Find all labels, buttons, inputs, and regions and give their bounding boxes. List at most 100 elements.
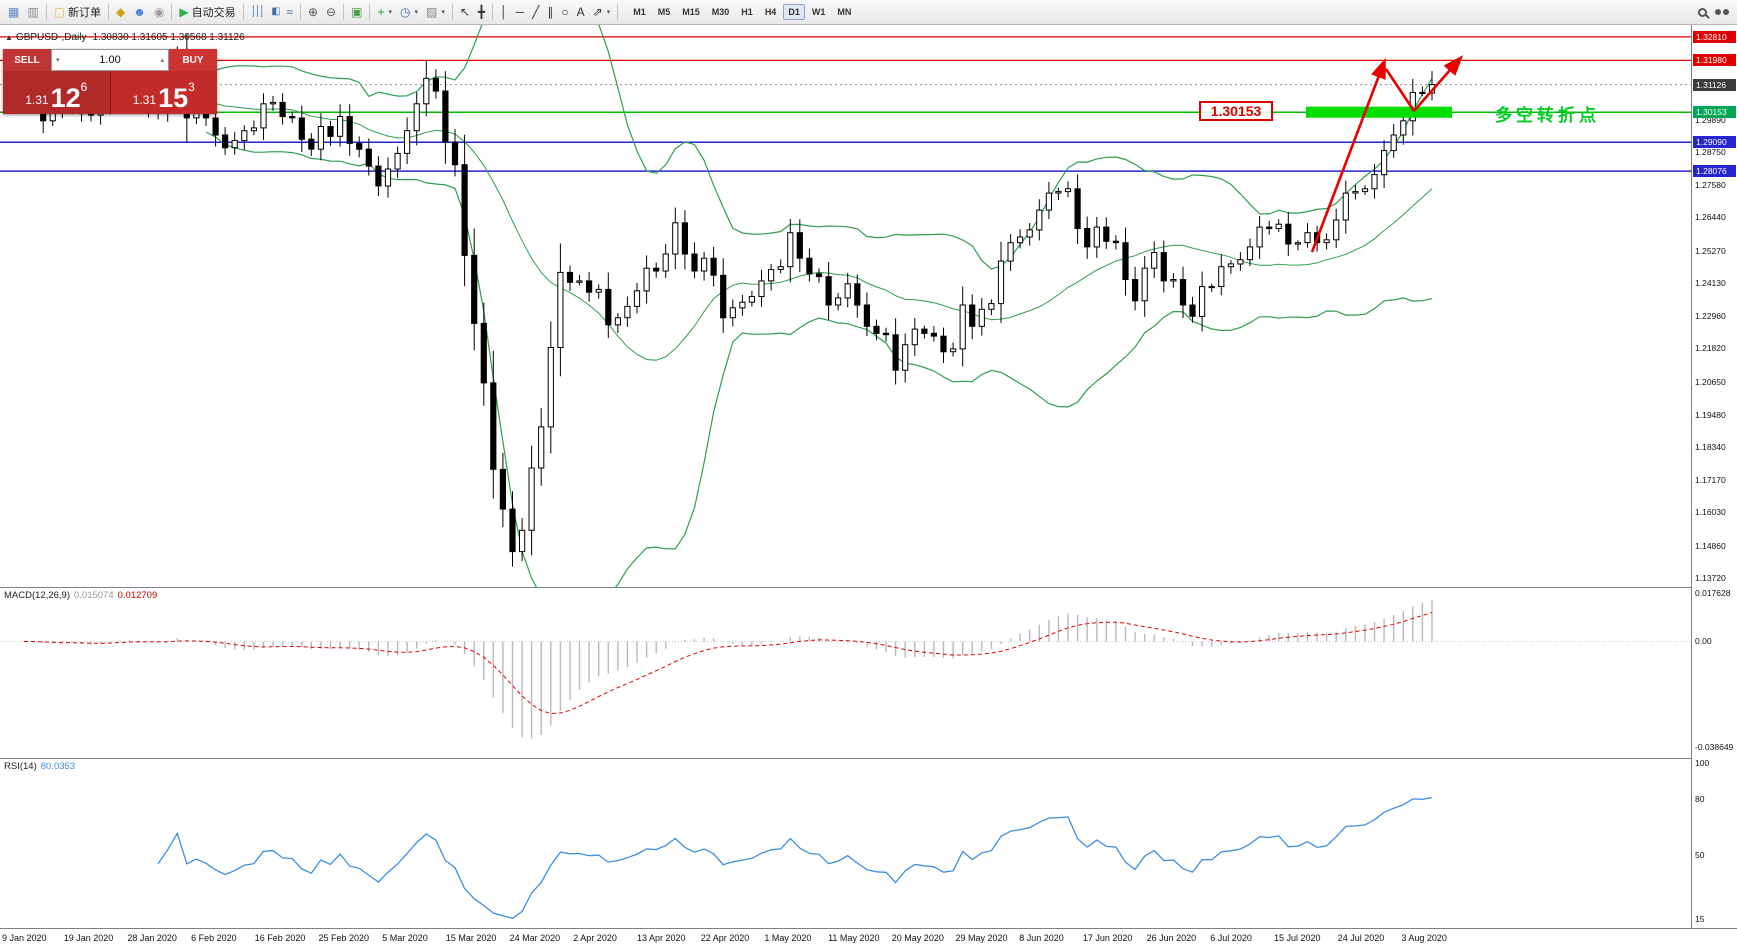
time-label: 16 Feb 2020 bbox=[254, 933, 306, 943]
community-icon[interactable]: ☻ bbox=[133, 5, 146, 19]
buy-price[interactable]: 1.31 15 3 bbox=[109, 71, 217, 114]
price-tick: 1.26440 bbox=[1695, 212, 1726, 223]
indicators-button[interactable]: + ▾ bbox=[377, 5, 392, 19]
timeframe-h4[interactable]: H4 bbox=[764, 7, 777, 17]
price-badge: 1.30153 bbox=[1693, 106, 1736, 119]
time-axis: 9 Jan 2020 19 Jan 2020 28 Jan 2020 6 Feb 20… bbox=[0, 928, 1737, 950]
oneclick-toggle-icon[interactable]: ▲ bbox=[5, 33, 13, 42]
price-tick: 0.017628 bbox=[1695, 588, 1731, 599]
main-chart-panel[interactable]: ▲ GBPUSD-,Daily 1.30830 1.31605 1.30568 1.… bbox=[0, 25, 1691, 587]
time-label: 15 Jul 2020 bbox=[1274, 933, 1321, 943]
timeframe-w1[interactable]: W1 bbox=[811, 7, 826, 17]
time-label: 5 Mar 2020 bbox=[382, 933, 428, 943]
macd-label: MACD(12,26,9) 0.015074 0.012709 bbox=[4, 590, 158, 601]
volume-input[interactable]: ▾ 1.00 ▴ bbox=[51, 49, 169, 71]
templates-button[interactable]: ▨ ▾ bbox=[425, 5, 445, 19]
toolbar-separator bbox=[171, 4, 173, 20]
candlestick-chart-icon[interactable]: ▮▯ bbox=[271, 6, 280, 17]
toolbar-separator bbox=[451, 4, 453, 20]
price-badge: 1.29090 bbox=[1693, 136, 1736, 149]
timeframe-m15[interactable]: M15 bbox=[682, 7, 700, 17]
toolbar-separator bbox=[343, 4, 345, 20]
toolbar-separator bbox=[45, 4, 47, 20]
search-symbol-icon[interactable] bbox=[1694, 2, 1711, 23]
timeframe-h1[interactable]: H1 bbox=[741, 7, 753, 17]
price-tick: 100 bbox=[1695, 757, 1710, 768]
vertical-line-icon[interactable]: │ bbox=[500, 5, 508, 19]
profile-icon[interactable]: ▥ bbox=[27, 5, 39, 19]
turning-point-annotation[interactable]: 多空转折点 bbox=[1495, 106, 1600, 125]
sell-button[interactable]: SELL bbox=[3, 49, 51, 71]
virtual-hosting-icon[interactable]: ◉ bbox=[153, 5, 165, 19]
tile-windows-icon[interactable]: ▣ bbox=[351, 5, 363, 19]
time-label: 24 Jul 2020 bbox=[1337, 933, 1385, 943]
price-badge: 1.28076 bbox=[1693, 165, 1736, 178]
price-tick: 80 bbox=[1695, 794, 1705, 805]
sell-price[interactable]: 1.31 12 6 bbox=[3, 71, 110, 114]
time-label: 2 Apr 2020 bbox=[573, 933, 617, 943]
zoom-in-icon[interactable]: ⊕ bbox=[307, 5, 319, 19]
time-label: 24 Mar 2020 bbox=[509, 933, 561, 943]
rsi-label: RSI(14) 80.0353 bbox=[4, 761, 76, 772]
price-tick: 15 bbox=[1695, 913, 1705, 924]
time-label: 8 Jun 2020 bbox=[1019, 933, 1064, 943]
time-label: 6 Jul 2020 bbox=[1210, 933, 1252, 943]
horizontal-line-icon[interactable]: ─ bbox=[515, 5, 525, 19]
volume-value[interactable]: 1.00 bbox=[99, 54, 121, 66]
toolbar: ▦ ▥ ▢ 新订单 ◆ ☻ ◉ ▶ 自动交易 │││ ▮▯ ≈ ⊕ ⊖ ▣ + ▾ ◷ ▾ ▨ ▾ ↖ ╋ │ ─ ╱ ∥ ○ A ⇗ ▾ … bbox=[0, 0, 1737, 25]
timeframe-m1[interactable]: M1 bbox=[633, 7, 646, 17]
volume-increase-icon[interactable]: ▴ bbox=[160, 57, 164, 64]
mql5-icon[interactable]: ◆ bbox=[116, 5, 126, 19]
new-order-button[interactable]: ▢ 新订单 bbox=[53, 5, 102, 19]
zoom-out-icon[interactable]: ⊖ bbox=[326, 5, 337, 19]
price-tick: 1.19480 bbox=[1695, 409, 1726, 420]
trendline-icon[interactable]: ╱ bbox=[532, 5, 540, 19]
candlestick-chart[interactable] bbox=[0, 25, 1691, 587]
volume-decrease-icon[interactable]: ▾ bbox=[56, 57, 60, 64]
ohlc-values: 1.30830 1.31605 1.30568 1.31126 bbox=[92, 32, 245, 43]
macd-panel[interactable]: MACD(12,26,9) 0.015074 0.012709 bbox=[0, 587, 1691, 758]
cursor-icon[interactable]: ↖ bbox=[459, 5, 470, 19]
auto-trading-button[interactable]: ▶ 自动交易 bbox=[179, 5, 236, 19]
price-tick: -0.038649 bbox=[1695, 742, 1734, 753]
timeframe-mn[interactable]: MN bbox=[837, 7, 852, 17]
price-tick: 1.24130 bbox=[1695, 277, 1726, 288]
periods-button[interactable]: ◷ ▾ bbox=[399, 5, 418, 19]
price-tick: 1.22960 bbox=[1695, 311, 1726, 322]
price-tick: 1.29890 bbox=[1695, 114, 1726, 125]
bar-chart-icon[interactable]: │││ bbox=[250, 6, 266, 17]
toolbar-separator bbox=[242, 4, 244, 20]
timeframe-bar: M1 M5 M15 M30 H1 H4 D1 W1 MN bbox=[627, 4, 857, 20]
rsi-panel[interactable]: RSI(14) 80.0353 bbox=[0, 758, 1691, 928]
shapes-icon[interactable]: ○ bbox=[561, 5, 569, 19]
price-badge: 1.31126 bbox=[1693, 78, 1736, 91]
arrow-tools-icon[interactable]: ⇗ ▾ bbox=[592, 5, 611, 19]
symbol-period-label: GBPUSD-,Daily bbox=[15, 32, 87, 43]
support-zone-bar bbox=[1306, 106, 1452, 118]
time-label: 25 Feb 2020 bbox=[318, 933, 370, 943]
price-badge: 1.31980 bbox=[1693, 54, 1736, 67]
price-tick: 1.21820 bbox=[1695, 343, 1726, 354]
time-label: 3 Aug 2020 bbox=[1401, 933, 1447, 943]
time-label: 15 Mar 2020 bbox=[445, 933, 497, 943]
timeframe-d1[interactable]: D1 bbox=[783, 4, 805, 20]
time-label: 17 Jun 2020 bbox=[1082, 933, 1133, 943]
price-tick: 50 bbox=[1695, 849, 1705, 860]
chart-title: ▲ GBPUSD-,Daily 1.30830 1.31605 1.30568 1.… bbox=[5, 32, 245, 43]
chart-window-icon[interactable]: ▦ bbox=[8, 5, 20, 19]
level-annotation[interactable]: 1.30153 bbox=[1199, 101, 1273, 121]
time-label: 29 May 2020 bbox=[955, 933, 1008, 943]
text-icon[interactable]: A bbox=[576, 5, 585, 19]
timeframe-m30[interactable]: M30 bbox=[711, 7, 730, 17]
channel-icon[interactable]: ∥ bbox=[547, 5, 554, 19]
timeframe-m5[interactable]: M5 bbox=[657, 7, 671, 17]
time-label: 22 Apr 2020 bbox=[700, 933, 750, 943]
time-label: 11 May 2020 bbox=[828, 933, 880, 943]
price-tick: 1.14860 bbox=[1695, 540, 1726, 551]
price-tick: 1.25270 bbox=[1695, 245, 1726, 256]
crosshair-icon[interactable]: ╋ bbox=[477, 5, 486, 19]
price-tick: 1.20650 bbox=[1695, 376, 1726, 387]
line-chart-icon[interactable]: ≈ bbox=[286, 5, 293, 19]
find-icon[interactable] bbox=[1711, 2, 1733, 23]
buy-button[interactable]: BUY bbox=[169, 49, 217, 71]
